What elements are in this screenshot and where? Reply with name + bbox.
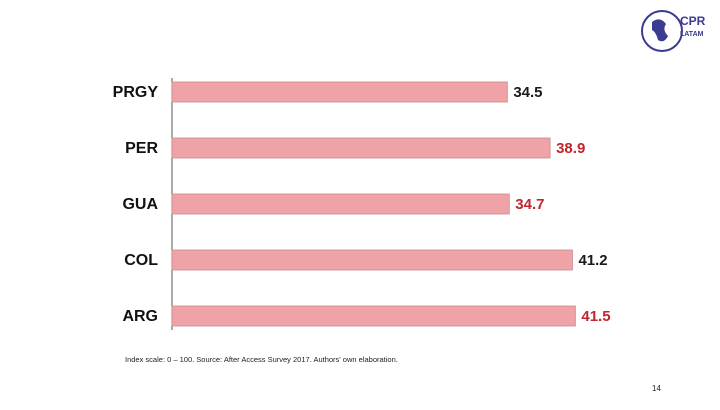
plot: PRGY 34.5 PER 38.9 GUA 34.7 COL 41.2 ARG 41.5 — [113, 81, 611, 327]
bar — [171, 137, 551, 159]
logo: CPR LATAM — [641, 10, 706, 52]
bar — [171, 305, 576, 327]
category-label: COL — [124, 252, 158, 269]
footnote: Index scale: 0 – 100. Source: After Acce… — [125, 355, 398, 364]
category-label: GUA — [122, 196, 158, 213]
bar — [171, 249, 573, 271]
value-label: 38.9 — [556, 140, 585, 157]
logo-map — [652, 19, 668, 42]
category-label: PER — [125, 140, 158, 157]
logo-title: CPR — [680, 14, 706, 28]
logo-ring — [641, 10, 683, 52]
value-label: 34.7 — [515, 196, 544, 213]
value-label: 41.5 — [581, 308, 610, 325]
category-label: ARG — [122, 308, 158, 325]
page-number: 14 — [652, 384, 661, 393]
bar — [171, 81, 508, 103]
category-label: PRGY — [113, 84, 159, 101]
value-label: 41.2 — [578, 252, 607, 269]
bar — [171, 193, 510, 215]
logo-subtitle: LATAM — [680, 31, 704, 38]
value-label: 34.5 — [513, 84, 542, 101]
